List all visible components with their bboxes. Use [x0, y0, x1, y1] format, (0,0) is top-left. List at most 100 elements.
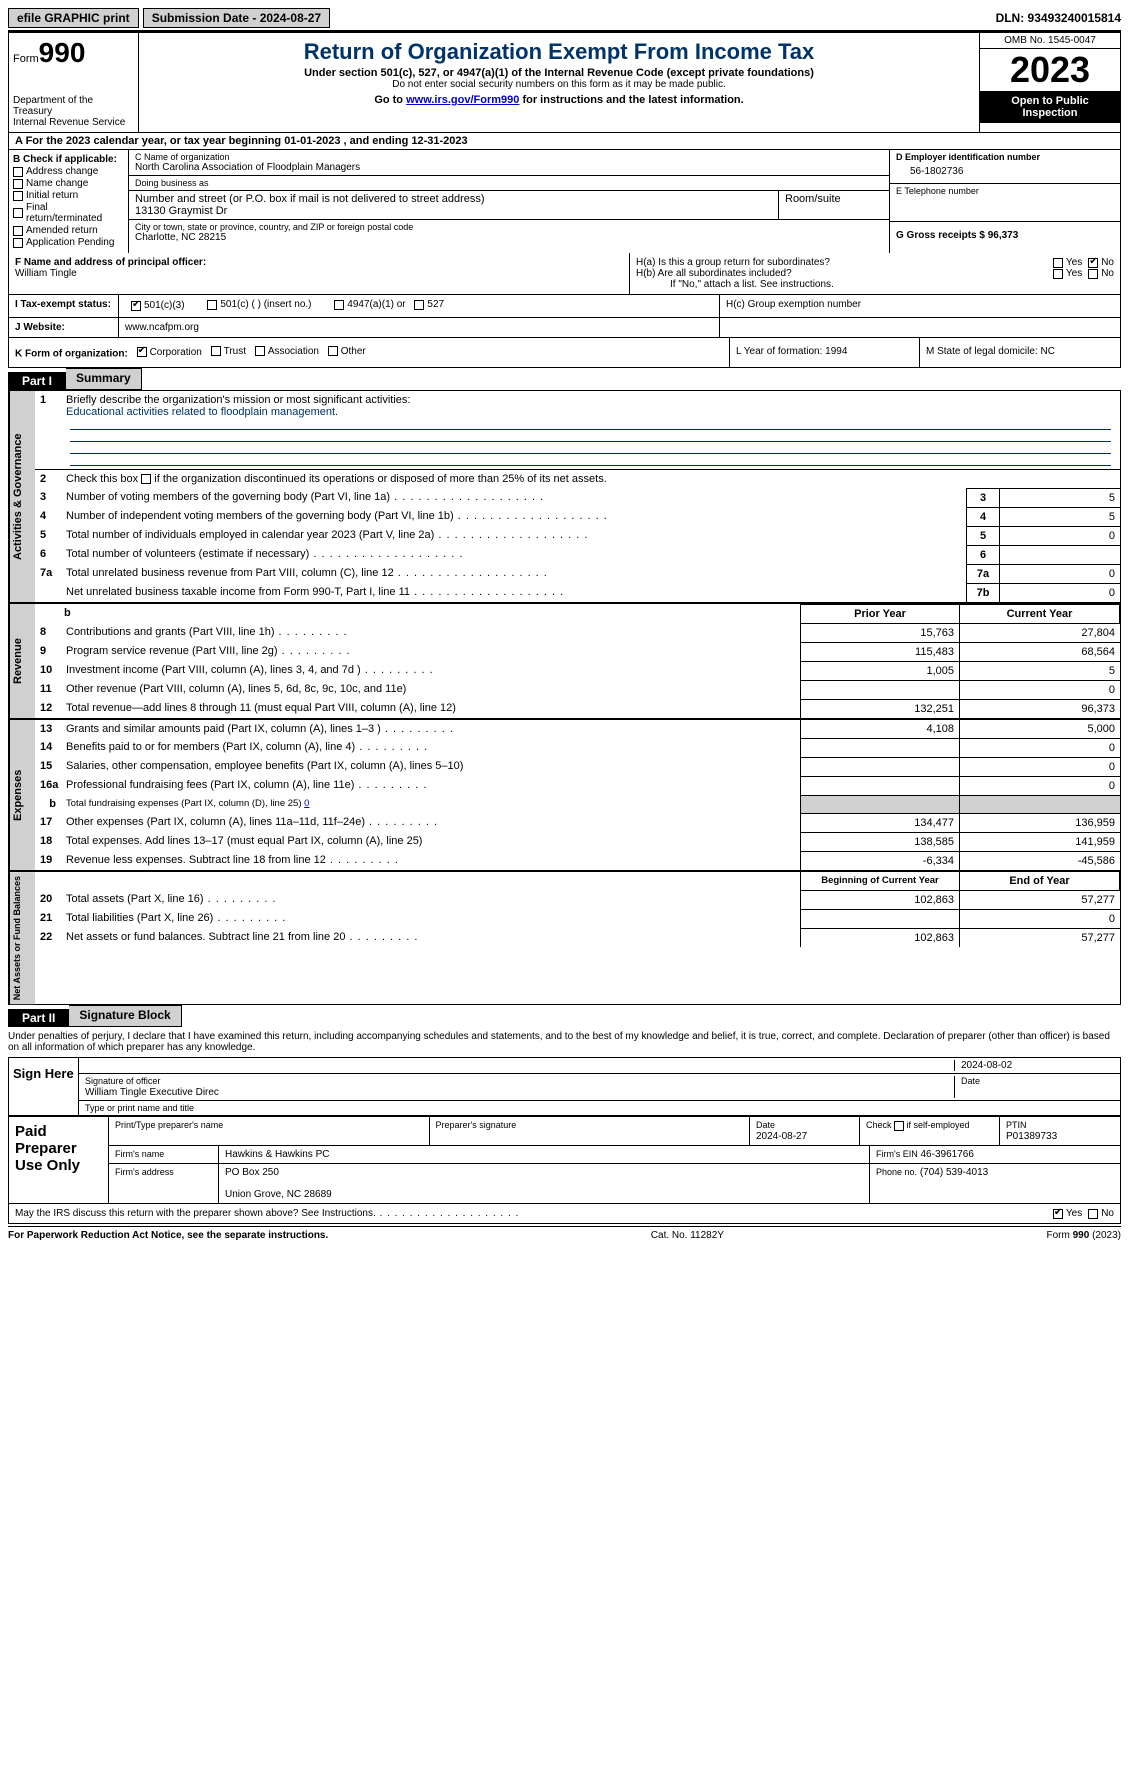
- chk-501c3[interactable]: [131, 301, 141, 311]
- chk-ha-no[interactable]: [1088, 258, 1098, 268]
- chk-501c[interactable]: [207, 300, 217, 310]
- chk-discuss-yes[interactable]: [1053, 1209, 1063, 1219]
- part1-header-row: Part I Summary: [8, 368, 1121, 390]
- lbl-501c: 501(c) ( ) (insert no.): [220, 299, 311, 310]
- chk-hb-yes[interactable]: [1053, 269, 1063, 279]
- prior-year-hdr: Prior Year: [800, 604, 960, 623]
- chk-assoc[interactable]: [255, 346, 265, 356]
- lbl-assoc: Association: [268, 346, 319, 357]
- p19: -6,334: [800, 851, 960, 870]
- chk-discuss-no[interactable]: [1088, 1209, 1098, 1219]
- irs-link[interactable]: www.irs.gov/Form990: [406, 94, 519, 106]
- discuss-text: May the IRS discuss this return with the…: [15, 1208, 376, 1219]
- chk-4947[interactable]: [334, 300, 344, 310]
- l5-text: Total number of individuals employed in …: [66, 529, 434, 541]
- website-label: J Website:: [9, 318, 119, 337]
- v6: [1000, 545, 1120, 564]
- chk-hb-no[interactable]: [1088, 269, 1098, 279]
- city-label: City or town, state or province, country…: [135, 222, 883, 232]
- perjury-text: Under penalties of perjury, I declare th…: [8, 1027, 1121, 1057]
- k-label: K Form of organization:: [15, 348, 128, 359]
- p11: [800, 680, 960, 699]
- ln5: 5: [35, 526, 61, 545]
- part1-badge: Part I: [8, 372, 66, 390]
- chk-initial-return[interactable]: [13, 191, 23, 201]
- prep-date-lbl: Date: [756, 1120, 775, 1130]
- c15: 0: [960, 757, 1120, 776]
- dln-label: DLN: 93493240015814: [996, 11, 1121, 25]
- p21: [800, 909, 960, 928]
- chk-trust[interactable]: [211, 346, 221, 356]
- l7a-text: Total unrelated business revenue from Pa…: [66, 567, 394, 579]
- ha-label: H(a) Is this a group return for subordin…: [636, 257, 1047, 268]
- c21: 0: [960, 909, 1120, 928]
- chk-address-change[interactable]: [13, 167, 23, 177]
- l10-text: Investment income (Part VIII, column (A)…: [66, 664, 361, 676]
- chk-corp[interactable]: [137, 347, 147, 357]
- ln13: 13: [35, 720, 61, 738]
- chk-final-return[interactable]: [13, 208, 23, 218]
- row-a-tax-year: A For the 2023 calendar year, or tax yea…: [8, 133, 1121, 150]
- ln7a-col: 7a: [966, 564, 1000, 583]
- room-label: Room/suite: [785, 193, 883, 205]
- l13-text: Grants and similar amounts paid (Part IX…: [66, 723, 381, 735]
- chk-app-pending[interactable]: [13, 238, 23, 248]
- pra-notice: For Paperwork Reduction Act Notice, see …: [8, 1230, 328, 1241]
- may-discuss-row: May the IRS discuss this return with the…: [8, 1204, 1121, 1224]
- firm-addr-lbl: Firm's address: [109, 1164, 219, 1203]
- chk-other[interactable]: [328, 346, 338, 356]
- l8-text: Contributions and grants (Part VIII, lin…: [66, 626, 275, 638]
- hb-label: H(b) Are all subordinates included?: [636, 268, 1047, 279]
- v7a: 0: [1000, 564, 1120, 583]
- ln3-col: 3: [966, 488, 1000, 507]
- c11: 0: [960, 680, 1120, 699]
- section-expenses: Expenses: [9, 720, 35, 870]
- part2-badge: Part II: [8, 1009, 69, 1027]
- submission-date: Submission Date - 2024-08-27: [143, 8, 330, 28]
- ln7b-col: 7b: [966, 583, 1000, 602]
- ln19: 19: [35, 851, 61, 870]
- lbl-address-change: Address change: [26, 166, 98, 177]
- cat-no: Cat. No. 11282Y: [651, 1230, 724, 1241]
- ptin-lbl: PTIN: [1006, 1120, 1027, 1130]
- top-toolbar: efile GRAPHIC print Submission Date - 20…: [8, 8, 1121, 28]
- dept-treasury: Department of the Treasury: [13, 95, 134, 117]
- c10: 5: [960, 661, 1120, 680]
- ln20: 20: [35, 890, 61, 909]
- tax-year: 2023: [980, 49, 1120, 91]
- efile-button[interactable]: efile GRAPHIC print: [8, 8, 139, 28]
- form-title: Return of Organization Exempt From Incom…: [143, 39, 975, 65]
- sign-here-block: Sign Here 2024-08-02 Signature of office…: [8, 1057, 1121, 1116]
- l22-text: Net assets or fund balances. Subtract li…: [66, 931, 345, 943]
- row-website: J Website: www.ncafpm.org: [8, 318, 1121, 338]
- ln17: 17: [35, 813, 61, 832]
- c13: 5,000: [960, 720, 1120, 738]
- p9: 115,483: [800, 642, 960, 661]
- p18: 138,585: [800, 832, 960, 851]
- l7b-text: Net unrelated business taxable income fr…: [66, 586, 410, 598]
- ln16a: 16a: [35, 776, 61, 795]
- hb-no: No: [1101, 268, 1114, 279]
- current-year-hdr: Current Year: [960, 604, 1120, 623]
- lbl-name-change: Name change: [26, 178, 88, 189]
- street-value: 13130 Graymist Dr: [135, 205, 772, 217]
- v3: 5: [1000, 488, 1120, 507]
- goto-post: for instructions and the latest informat…: [519, 94, 743, 106]
- part1-title: Summary: [66, 368, 142, 390]
- ln22: 22: [35, 928, 61, 947]
- l17-text: Other expenses (Part IX, column (A), lin…: [66, 816, 365, 828]
- hb-yes: Yes: [1066, 268, 1082, 279]
- prep-sig-lbl: Preparer's signature: [436, 1120, 517, 1130]
- tel-label: E Telephone number: [896, 186, 1114, 196]
- form-number: 990: [39, 37, 86, 68]
- chk-ha-yes[interactable]: [1053, 258, 1063, 268]
- chk-name-change[interactable]: [13, 179, 23, 189]
- form-subtitle-1: Under section 501(c), 527, or 4947(a)(1)…: [143, 67, 975, 79]
- chk-amended[interactable]: [13, 226, 23, 236]
- l-year-formation: L Year of formation: 1994: [730, 338, 920, 368]
- chk-527[interactable]: [414, 300, 424, 310]
- gross-receipts: G Gross receipts $ 96,373: [890, 222, 1120, 243]
- l16b-text: Total fundraising expenses (Part IX, col…: [66, 798, 304, 809]
- ln8: 8: [35, 623, 61, 642]
- c8: 27,804: [960, 623, 1120, 642]
